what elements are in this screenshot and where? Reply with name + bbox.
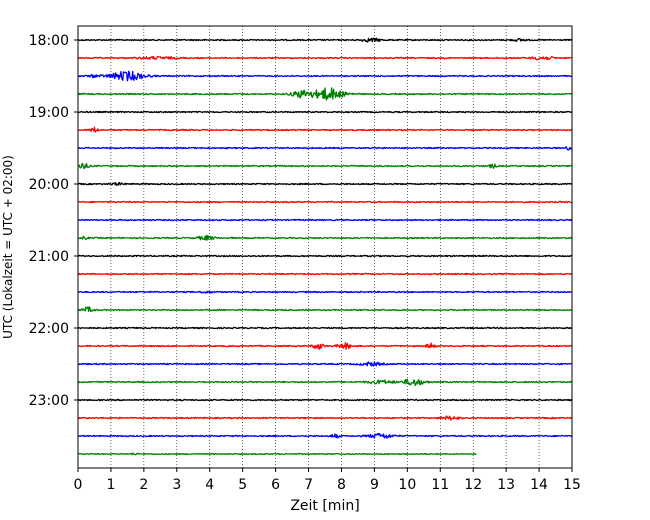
x-tick-label-3: 3 [172, 477, 181, 493]
trace-2345 [77, 452, 477, 456]
trace-2130 [77, 290, 573, 294]
plot-area-frame [77, 25, 573, 469]
x-tick-label-2: 2 [139, 477, 148, 493]
trace-2200 [77, 326, 573, 330]
trace-1915 [77, 126, 573, 133]
trace-2330 [77, 432, 573, 439]
x-tick-label-7: 7 [304, 477, 313, 493]
trace-2045 [77, 234, 573, 241]
trace-1900 [77, 110, 573, 114]
x-axis-title: Zeit [min] [290, 498, 359, 514]
trace-1815 [77, 55, 573, 61]
x-tick-label-12: 12 [464, 477, 482, 493]
y-tick-label-1: 19:00 [29, 105, 69, 121]
x-tick-label-8: 8 [337, 477, 346, 493]
trace-2100 [77, 254, 573, 258]
x-tick-label-5: 5 [238, 477, 247, 493]
trace-2115 [77, 272, 573, 276]
trace-2030 [77, 218, 573, 222]
x-tick-label-14: 14 [530, 477, 548, 493]
y-tick-label-4: 22:00 [29, 321, 69, 337]
x-tick-label-15: 15 [563, 477, 581, 493]
y-tick-label-5: 23:00 [29, 393, 69, 409]
trace-1945 [77, 162, 573, 170]
x-tick-label-4: 4 [205, 477, 214, 493]
trace-2230 [77, 361, 573, 367]
trace-2215 [77, 342, 573, 350]
x-tick-label-11: 11 [431, 477, 449, 493]
trace-2000 [77, 181, 573, 186]
trace-1845 [77, 87, 573, 101]
trace-2315 [77, 415, 573, 421]
trace-2145 [77, 306, 573, 313]
x-tick-label-10: 10 [398, 477, 416, 493]
y-axis-ticks: 18:00 19:00 20:00 21:00 22:00 23:00 [29, 33, 78, 409]
trace-1830 [77, 70, 573, 82]
x-tick-label-0: 0 [74, 477, 83, 493]
y-tick-label-3: 21:00 [29, 249, 69, 265]
x-tick-label-13: 13 [497, 477, 515, 493]
y-tick-label-0: 18:00 [29, 33, 69, 49]
trace-series [77, 37, 573, 456]
x-tick-label-9: 9 [370, 477, 379, 493]
y-axis-title: UTC (Lokalzeit = UTC + 02:00) [1, 155, 15, 339]
x-tick-label-6: 6 [271, 477, 280, 493]
y-tick-label-2: 20:00 [29, 177, 69, 193]
trace-1800 [77, 37, 573, 43]
x-axis-ticks: 0 1 2 3 4 5 6 7 8 9 10 11 12 13 14 15 [74, 468, 581, 493]
trace-2300 [77, 398, 573, 402]
trace-2245 [77, 378, 573, 387]
x-tick-label-1: 1 [106, 477, 115, 493]
trace-1930 [77, 146, 573, 151]
trace-2015 [77, 200, 573, 204]
